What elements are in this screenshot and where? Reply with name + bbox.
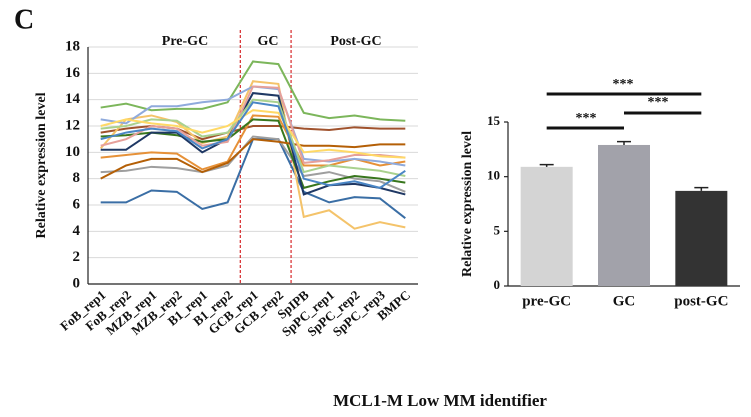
bar — [675, 190, 728, 286]
series-line — [100, 138, 406, 180]
series-line — [100, 101, 406, 189]
x-tick-label: post-GC — [674, 293, 728, 309]
y-tick-label: 18 — [65, 38, 80, 54]
series-line — [100, 60, 406, 122]
y-tick-label: 5 — [494, 222, 501, 237]
error-bar — [617, 140, 631, 145]
y-axis-label: Relative expression level — [460, 131, 475, 277]
caption: MCL1-M Low MM identifier — [333, 391, 547, 410]
x-tick-label: GC — [613, 293, 636, 309]
annotation: *** — [576, 111, 597, 126]
x-tick-label: pre-GC — [522, 293, 571, 309]
annotation: GC — [258, 34, 279, 49]
y-tick-label: 10 — [65, 144, 80, 160]
series-line — [100, 92, 406, 196]
y-axis-label: Relative expression level — [34, 92, 49, 238]
bar — [598, 144, 650, 286]
error-bar — [539, 163, 554, 167]
y-tick-label: 16 — [65, 65, 81, 81]
y-tick-label: 8 — [73, 170, 81, 186]
panel-label: C — [14, 4, 34, 35]
series-line — [100, 85, 406, 164]
y-tick-label: 2 — [73, 249, 81, 265]
y-tick-label: 14 — [65, 91, 81, 107]
series-line — [100, 98, 406, 178]
annotation: Post-GC — [330, 34, 381, 49]
series-line — [99, 80, 406, 230]
bar — [520, 166, 573, 286]
annotation: *** — [613, 77, 634, 92]
y-tick-label: 0 — [73, 275, 81, 291]
error-bar — [694, 186, 709, 191]
series-line — [100, 135, 406, 193]
y-tick-label: 15 — [487, 113, 501, 128]
y-tick-label: 6 — [73, 196, 81, 212]
annotation: *** — [648, 95, 669, 110]
y-tick-label: 12 — [65, 117, 80, 133]
y-tick-label: 10 — [487, 168, 500, 183]
y-tick-label: 4 — [73, 223, 81, 239]
series-line — [100, 109, 406, 159]
y-tick-label: 0 — [494, 277, 501, 292]
annotation: Pre-GC — [162, 34, 208, 49]
